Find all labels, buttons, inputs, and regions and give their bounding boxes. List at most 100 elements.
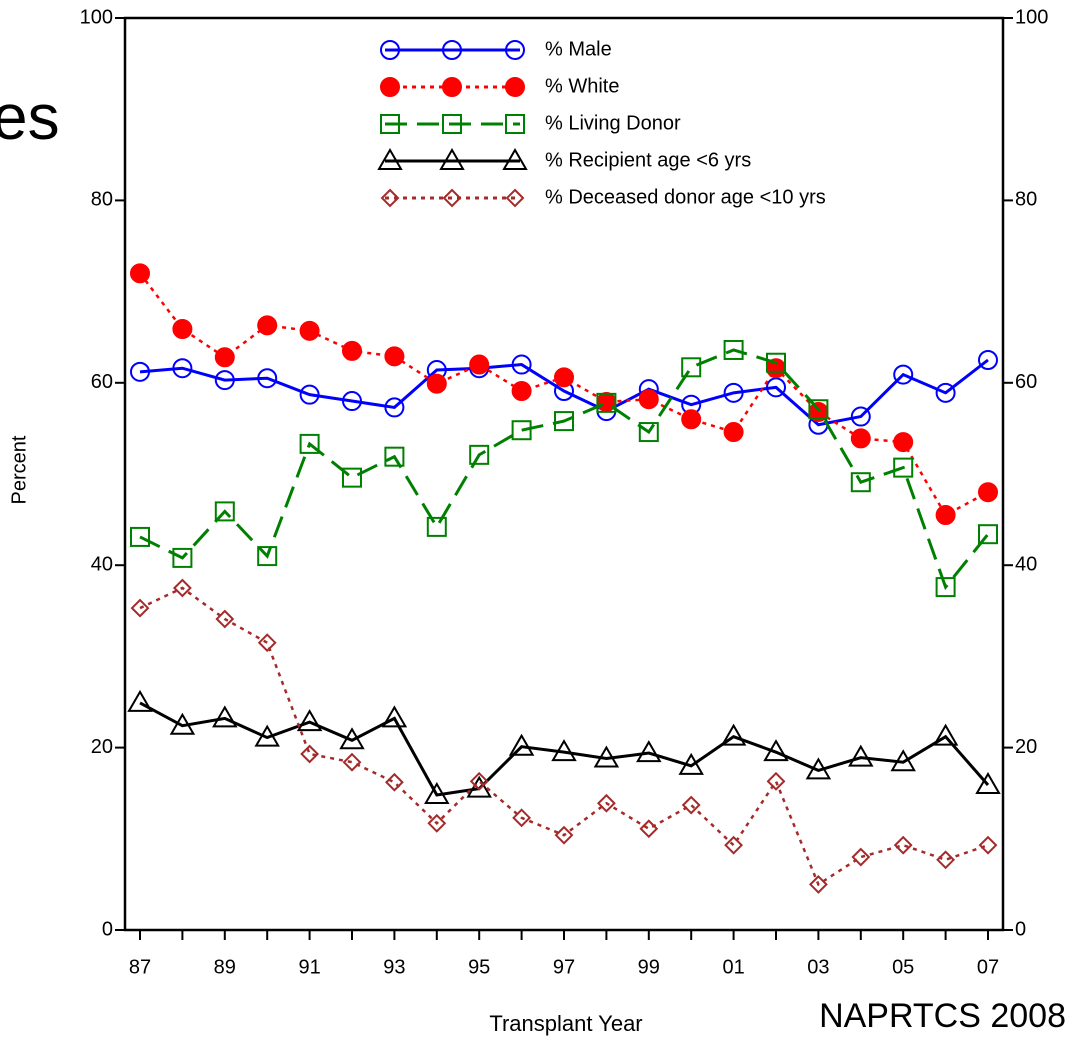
marker bbox=[890, 749, 916, 772]
marker bbox=[505, 188, 525, 208]
marker bbox=[380, 114, 400, 134]
series-line bbox=[139, 272, 989, 517]
marker bbox=[342, 752, 362, 772]
marker bbox=[639, 819, 659, 839]
marker bbox=[511, 381, 532, 402]
marker bbox=[893, 835, 913, 855]
marker bbox=[935, 577, 956, 598]
y-tick-label: 20 bbox=[91, 736, 113, 758]
marker bbox=[254, 724, 280, 747]
marker bbox=[763, 739, 789, 762]
y-tick-label: 60 bbox=[91, 371, 113, 393]
x-axis-label: Transplant Year bbox=[489, 1011, 642, 1036]
marker bbox=[127, 689, 153, 712]
legend-label: % Male bbox=[545, 38, 612, 60]
marker bbox=[384, 397, 405, 418]
marker bbox=[130, 598, 150, 618]
series-line bbox=[139, 358, 989, 427]
marker bbox=[130, 263, 150, 284]
marker bbox=[214, 347, 235, 368]
marker bbox=[978, 835, 998, 855]
marker bbox=[681, 357, 702, 378]
marker bbox=[172, 318, 193, 339]
marker bbox=[508, 733, 535, 756]
marker bbox=[978, 482, 998, 503]
marker bbox=[723, 382, 744, 403]
marker bbox=[442, 114, 462, 134]
marker bbox=[808, 874, 828, 894]
marker bbox=[299, 384, 320, 405]
x-tick-label: 97 bbox=[553, 956, 575, 978]
marker bbox=[850, 406, 871, 427]
y2-tick-label: 60 bbox=[1015, 371, 1037, 393]
marker bbox=[300, 744, 320, 764]
x-tick-label: 89 bbox=[214, 956, 236, 978]
marker bbox=[678, 752, 704, 775]
marker bbox=[766, 771, 786, 791]
marker bbox=[554, 411, 574, 432]
x-tick-label: 87 bbox=[129, 956, 151, 978]
x-tick-label: 05 bbox=[892, 956, 914, 978]
marker bbox=[681, 795, 701, 815]
marker bbox=[850, 428, 871, 449]
marker bbox=[978, 524, 998, 545]
y2-tick-label: 0 bbox=[1015, 918, 1026, 940]
marker bbox=[505, 77, 525, 97]
marker bbox=[766, 352, 786, 373]
marker bbox=[426, 373, 447, 394]
marker bbox=[384, 772, 404, 792]
y-axis-label: Percent bbox=[8, 435, 30, 504]
marker bbox=[130, 526, 150, 547]
marker bbox=[681, 409, 702, 430]
x-tick-label: 95 bbox=[468, 956, 490, 978]
marker bbox=[469, 771, 489, 791]
marker bbox=[511, 354, 532, 375]
marker bbox=[214, 501, 235, 522]
marker bbox=[551, 739, 577, 762]
marker bbox=[424, 782, 450, 805]
legend-label: % Deceased donor age <10 yrs bbox=[545, 186, 826, 208]
legend-label: % White bbox=[545, 75, 619, 97]
marker bbox=[723, 422, 744, 443]
marker bbox=[636, 740, 662, 763]
marker bbox=[215, 609, 235, 629]
marker bbox=[596, 793, 616, 813]
marker bbox=[978, 350, 998, 370]
marker bbox=[172, 578, 192, 598]
legend-label: % Living Donor bbox=[545, 112, 681, 134]
marker bbox=[377, 148, 403, 170]
marker bbox=[505, 114, 525, 134]
marker bbox=[381, 705, 408, 728]
marker bbox=[975, 771, 1001, 794]
series-line bbox=[139, 586, 989, 887]
y-tick-label: 80 bbox=[91, 189, 113, 211]
marker bbox=[439, 148, 465, 170]
marker bbox=[935, 382, 956, 403]
marker bbox=[850, 472, 871, 493]
x-tick-label: 03 bbox=[807, 956, 829, 978]
marker bbox=[893, 432, 914, 453]
marker bbox=[442, 77, 462, 97]
slide-title-fragment: es bbox=[0, 81, 60, 153]
y2-tick-label: 40 bbox=[1015, 553, 1037, 575]
marker bbox=[848, 744, 874, 767]
marker bbox=[299, 320, 320, 341]
marker bbox=[442, 40, 462, 60]
marker bbox=[893, 364, 914, 385]
y-tick-label: 100 bbox=[80, 6, 113, 28]
marker bbox=[296, 709, 323, 732]
marker bbox=[936, 850, 956, 870]
marker bbox=[380, 40, 400, 60]
y2-tick-label: 20 bbox=[1015, 736, 1037, 758]
marker bbox=[342, 340, 362, 361]
marker bbox=[851, 847, 871, 867]
y-tick-label: 40 bbox=[91, 553, 113, 575]
y-tick-label: 0 bbox=[102, 918, 113, 940]
marker bbox=[130, 361, 150, 382]
marker bbox=[172, 547, 193, 568]
marker bbox=[554, 367, 574, 388]
marker bbox=[720, 723, 747, 746]
marker bbox=[212, 705, 238, 728]
series-line bbox=[139, 348, 990, 591]
